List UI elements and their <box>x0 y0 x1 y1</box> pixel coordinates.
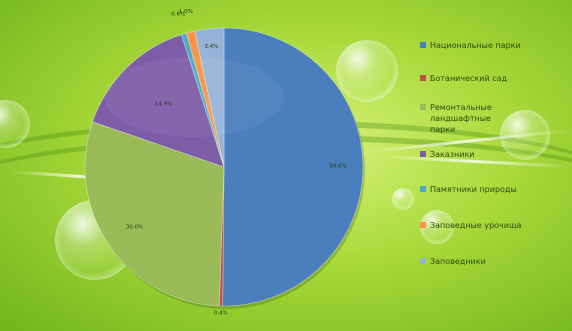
slice-data-label: 0.6% <box>171 11 185 17</box>
legend-label: Ремонтальные ландшафтные парки <box>430 103 492 134</box>
legend-swatch <box>420 151 426 157</box>
legend-swatch <box>420 42 426 48</box>
pie-slice <box>84 121 225 307</box>
slice-data-label: 1.0% <box>179 9 193 15</box>
pie-slice <box>194 27 225 168</box>
slice-data-label: 30.0% <box>126 224 143 230</box>
legend-label: Заповедные урочища <box>430 221 522 230</box>
legend-swatch <box>420 104 426 110</box>
legend-label: Ботанический сад <box>430 74 508 83</box>
bubble <box>392 188 414 210</box>
pie-slice <box>92 34 225 168</box>
bubble <box>336 40 398 102</box>
legend-item-natural-monuments: Памятники природы <box>420 184 560 195</box>
legend-swatch <box>420 258 426 264</box>
legend-label: Национальные парки <box>430 41 521 50</box>
legend-item-landscape-parks: Ремонтальные ландшафтные парки <box>420 102 510 135</box>
slice-data-label: 14.9% <box>155 101 172 107</box>
legend-item-protected-tracts: Заповедные урочища <box>420 220 560 231</box>
legend-label: Заповедники <box>430 257 486 266</box>
legend-item-national-parks: Национальные парки <box>420 40 560 51</box>
legend-label: Памятники природы <box>430 185 517 194</box>
slice-data-label: 50.6% <box>329 164 346 170</box>
legend-item-reserves: Заказники <box>420 149 560 160</box>
pie-highlight <box>104 57 284 137</box>
legend-label: Заказники <box>430 150 475 159</box>
legend-item-botanical-garden: Ботанический сад <box>420 73 560 84</box>
legend-swatch <box>420 75 426 81</box>
pie-slice <box>222 27 364 307</box>
bubble <box>500 110 550 160</box>
legend-item-nature-reserves: Заповедники <box>420 256 560 267</box>
slice-data-label: 0.4% <box>214 310 228 316</box>
legend-swatch <box>420 186 426 192</box>
legend-swatch <box>420 222 426 228</box>
slice-data-label: 3.4% <box>204 44 218 50</box>
